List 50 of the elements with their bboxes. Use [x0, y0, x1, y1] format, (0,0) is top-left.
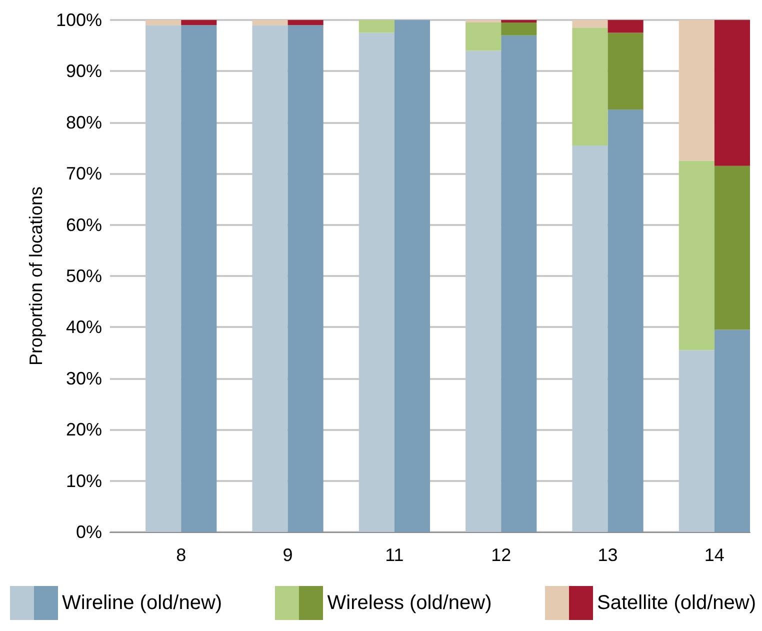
y-tick-label: 20%	[66, 420, 102, 440]
bar	[572, 28, 608, 146]
bar	[358, 32, 394, 532]
bar	[252, 20, 288, 26]
y-tick-label: 10%	[66, 470, 102, 491]
y-tick-label: 70%	[66, 164, 102, 184]
bar	[358, 20, 394, 33]
bar	[714, 166, 750, 330]
y-tick-label: 100%	[56, 10, 102, 30]
x-tick-label: 13	[598, 545, 618, 565]
bar	[714, 330, 750, 532]
bar	[252, 25, 288, 532]
bar	[466, 20, 502, 23]
y-axis-title: Proportion of locations	[26, 186, 46, 366]
bar	[678, 20, 714, 161]
bar	[181, 25, 217, 532]
bar	[572, 145, 608, 532]
y-tick-label: 30%	[66, 368, 102, 388]
x-tick-label: 8	[176, 545, 186, 565]
bar	[501, 22, 537, 36]
x-tick-label: 9	[282, 545, 293, 565]
bar	[466, 50, 502, 532]
bar	[608, 110, 644, 532]
y-tick-label: 40%	[66, 317, 102, 338]
x-tick-label: 12	[491, 545, 512, 565]
bar	[181, 20, 217, 26]
y-tick-label: 50%	[66, 266, 102, 286]
bar	[146, 20, 182, 26]
bar	[466, 22, 502, 51]
y-tick-label: 80%	[66, 112, 102, 132]
bar	[288, 20, 324, 26]
bar	[394, 20, 430, 532]
y-tick-label: 0%	[76, 522, 102, 542]
y-tick-label: 60%	[66, 214, 102, 235]
bar	[608, 20, 644, 33]
x-tick-label: 11	[385, 545, 404, 565]
x-tick-label: 14	[704, 545, 724, 565]
bar	[714, 20, 750, 166]
bar	[678, 160, 714, 350]
legend-label: Satellite (old/new)	[597, 592, 756, 614]
legend-label: Wireline (old/new)	[62, 592, 222, 614]
bar	[572, 20, 608, 28]
y-tick-label: 90%	[66, 61, 102, 82]
bar	[501, 20, 537, 23]
bar	[146, 25, 182, 532]
bar	[501, 35, 537, 532]
legend-label: Wireless (old/new)	[327, 592, 492, 614]
bar	[288, 25, 324, 532]
bar	[678, 350, 714, 532]
bar	[608, 32, 644, 110]
